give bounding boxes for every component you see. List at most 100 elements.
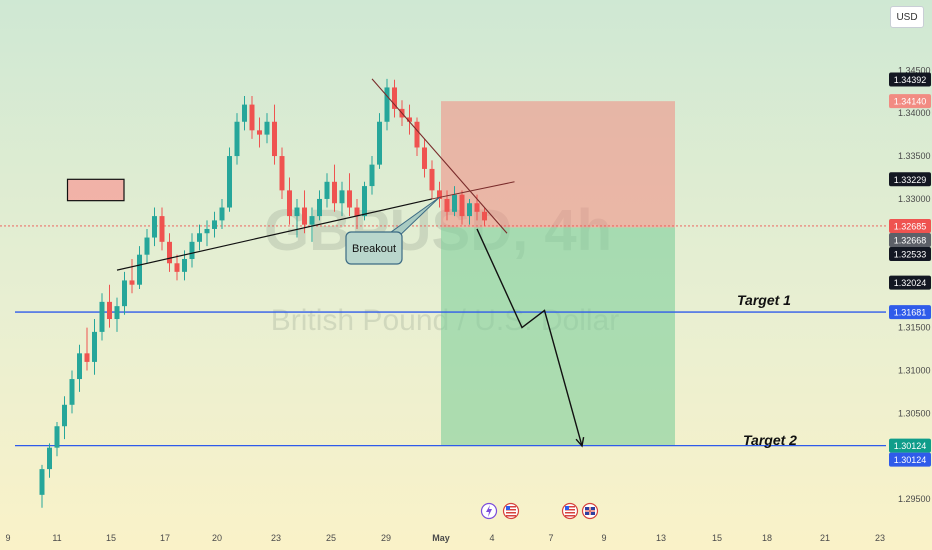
- x-tick-label: May: [432, 533, 450, 543]
- uk-flag-icon[interactable]: [581, 502, 599, 520]
- candle-body: [294, 207, 300, 217]
- candle-body: [452, 194, 457, 212]
- price-badge: 1.30124: [889, 438, 931, 453]
- candle-body: [242, 104, 247, 122]
- candle-body: [257, 130, 262, 135]
- y-tick-label: 1.30500: [898, 408, 931, 418]
- candle: [69, 370, 75, 414]
- x-tick-label: 29: [381, 533, 391, 543]
- candle-body: [62, 404, 67, 427]
- candle-body: [212, 220, 217, 229]
- candle: [144, 228, 150, 264]
- candle-body: [369, 164, 375, 187]
- candle-body: [422, 147, 427, 169]
- stop-loss-zone[interactable]: [441, 101, 675, 228]
- candle-body: [77, 353, 82, 380]
- candle-body: [362, 186, 367, 217]
- candle-body: [459, 194, 465, 217]
- price-badge: 1.32668: [889, 232, 931, 247]
- candle-body: [167, 241, 172, 264]
- y-tick-label: 1.34500: [898, 65, 931, 75]
- y-tick-label: 1.34000: [898, 108, 931, 118]
- y-tick-label: 1.33500: [898, 151, 931, 161]
- candle-body: [302, 207, 307, 225]
- candle: [317, 190, 322, 221]
- candle: [62, 396, 67, 440]
- breakout-callout[interactable]: [345, 231, 403, 265]
- candle-body: [219, 207, 225, 221]
- price-badge-label: 1.30124: [894, 455, 927, 465]
- candle: [122, 271, 127, 315]
- candle: [429, 160, 435, 199]
- projection-path[interactable]: [476, 228, 583, 447]
- candle: [92, 319, 97, 375]
- x-tick-label: 23: [875, 533, 885, 543]
- candle: [339, 181, 345, 217]
- x-tick-label: 13: [656, 533, 666, 543]
- lightning-icon[interactable]: [480, 502, 498, 520]
- y-tick-label: 1.31500: [898, 323, 931, 333]
- candle: [137, 246, 142, 290]
- target-1-label: Target 1: [737, 292, 791, 308]
- candle: [84, 327, 90, 371]
- candle: [257, 117, 262, 148]
- candle: [107, 284, 112, 328]
- candle: [189, 233, 195, 268]
- x-tick-label: 7: [548, 533, 553, 543]
- price-badge: 1.32685: [889, 218, 931, 233]
- price-badge-label: 1.32024: [894, 278, 927, 288]
- candle: [347, 173, 352, 217]
- candle: [219, 198, 225, 229]
- candle-body: [227, 156, 232, 208]
- candle: [414, 117, 420, 157]
- candle: [279, 147, 285, 199]
- candle-body: [47, 447, 52, 470]
- price-badge-label: 1.33229: [894, 175, 927, 185]
- price-badge: 1.30124: [889, 452, 931, 467]
- us-flag-icon[interactable]: [561, 502, 579, 520]
- price-badge: 1.32024: [889, 275, 931, 290]
- candle: [54, 421, 60, 457]
- support-trendline[interactable]: [116, 198, 433, 271]
- candle-body: [339, 190, 345, 204]
- candle-body: [174, 263, 180, 272]
- y-tick-label: 1.33000: [898, 194, 931, 204]
- candle: [174, 254, 180, 281]
- candle: [294, 198, 300, 238]
- candle-body: [182, 258, 187, 272]
- candle: [39, 464, 45, 508]
- candle-body: [392, 87, 397, 109]
- trendline-extension: [431, 181, 515, 200]
- candle: [452, 186, 457, 217]
- currency-button[interactable]: USD: [890, 6, 924, 28]
- us-flag-icon[interactable]: [502, 502, 520, 520]
- price-badge-label: 1.32533: [894, 249, 927, 259]
- resistance-zone[interactable]: [66, 178, 125, 202]
- candle: [272, 104, 277, 165]
- take-profit-zone[interactable]: [441, 227, 675, 446]
- candle-body: [264, 121, 270, 135]
- candle-body: [189, 241, 195, 259]
- candle: [332, 164, 337, 212]
- candle-body: [92, 331, 97, 362]
- candle: [159, 207, 165, 251]
- x-tick-label: 25: [326, 533, 336, 543]
- y-tick-label: 1.29500: [898, 494, 931, 504]
- candle-body: [324, 181, 330, 199]
- candle: [459, 190, 465, 225]
- x-tick-label: 9: [5, 533, 10, 543]
- x-tick-label: 20: [212, 533, 222, 543]
- candle-body: [437, 190, 442, 199]
- candle-body: [279, 156, 285, 191]
- y-tick-label: 1.31000: [898, 365, 931, 375]
- resistance-trendline[interactable]: [371, 78, 508, 234]
- price-badge: 1.31681: [889, 305, 931, 320]
- candle: [242, 96, 247, 131]
- candle: [197, 224, 202, 251]
- price-badge: 1.34392: [889, 72, 931, 87]
- candle-body: [39, 469, 45, 495]
- candle-body: [114, 306, 120, 320]
- candle: [407, 104, 412, 135]
- candle: [77, 344, 82, 392]
